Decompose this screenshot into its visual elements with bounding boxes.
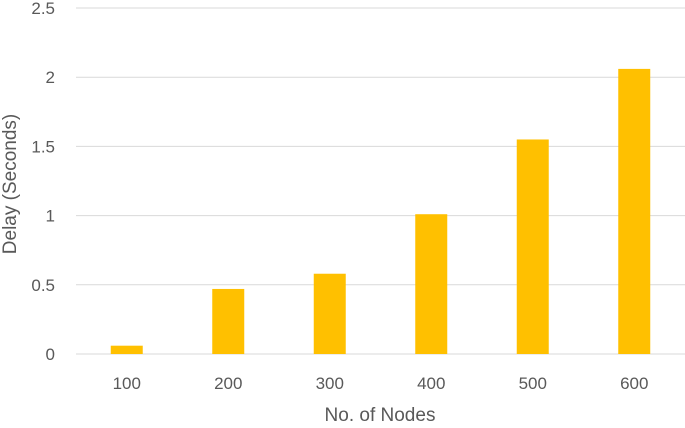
y-tick-label: 0.5 <box>31 276 55 295</box>
gridlines <box>76 7 685 355</box>
bar-200 <box>212 288 245 354</box>
y-tick-label: 1 <box>46 207 55 226</box>
x-tick-label: 600 <box>620 374 648 393</box>
bar-300 <box>313 273 346 354</box>
y-axis-title: Delay (Seconds) <box>0 114 21 254</box>
x-tick-labels: 100 200 300 400 500 600 <box>113 374 649 393</box>
y-tick-label: 1.5 <box>31 137 55 156</box>
y-tick-label: 0 <box>46 345 55 364</box>
x-tick-label: 400 <box>417 374 445 393</box>
bar-400 <box>415 214 448 354</box>
y-tick-labels: 0 0.5 1 1.5 2 2.5 <box>31 0 55 364</box>
bar-100 <box>110 345 143 354</box>
y-tick-label: 2 <box>46 68 55 87</box>
x-tick-label: 100 <box>113 374 141 393</box>
bars <box>110 68 651 354</box>
x-tick-label: 500 <box>519 374 547 393</box>
x-tick-label: 300 <box>316 374 344 393</box>
x-axis-title: No. of Nodes <box>325 405 436 423</box>
bar-600 <box>618 68 651 354</box>
y-tick-label: 2.5 <box>31 0 55 18</box>
x-tick-label: 200 <box>214 374 242 393</box>
bar-500 <box>516 139 549 354</box>
